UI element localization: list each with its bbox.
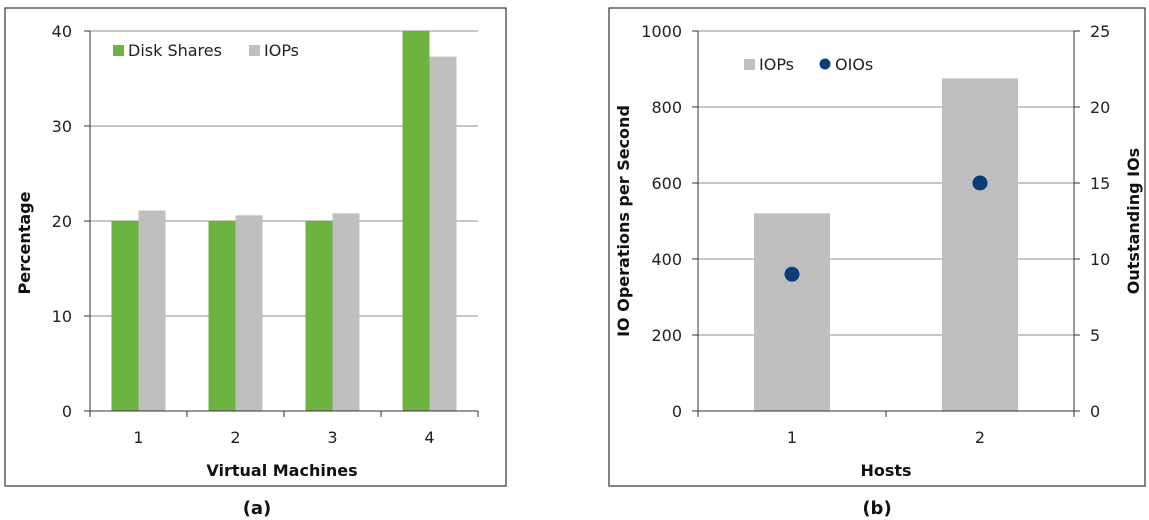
chart-b-right-y-tick-label: 20 [1090, 98, 1110, 117]
chart-a-legend-label-iops: IOPs [264, 41, 299, 60]
chart-a-bar-iops [429, 56, 457, 412]
chart-b-left-y-axis-title: IO Operations per Second [614, 105, 633, 337]
chart-a-caption: (a) [243, 498, 272, 519]
chart-a-y-tick-labels: 0 10 20 30 40 [52, 22, 72, 421]
chart-a-y-tick-label: 40 [52, 22, 72, 41]
chart-a-bar-disk-shares [305, 221, 333, 411]
chart-a-axes [84, 30, 479, 417]
chart-b-left-y-tick-label: 0 [672, 402, 682, 421]
chart-a-legend: Disk Shares IOPs [113, 41, 299, 60]
chart-b-left-y-tick-label: 400 [651, 250, 682, 269]
chart-b-frame [608, 7, 1146, 487]
chart-b-left-y-tick-label: 200 [651, 326, 682, 345]
chart-b-left-y-tick-labels: 0 200 400 600 800 1000 [641, 22, 682, 421]
chart-a-bar-disk-shares [208, 221, 236, 411]
chart-a-x-tick-label: 4 [424, 428, 434, 447]
chart-b-bar-iops [754, 213, 830, 411]
chart-a-bar-disk-shares [402, 31, 430, 411]
chart-b-right-y-tick-label: 25 [1090, 22, 1110, 41]
chart-b-right-y-tick-label: 10 [1090, 250, 1110, 269]
chart-b-legend-label-oios: OIOs [835, 55, 873, 74]
chart-a-x-tick-labels: 1 2 3 4 [133, 428, 434, 447]
chart-a-y-tick-label: 0 [62, 402, 72, 421]
chart-b-bars [754, 78, 1018, 411]
chart-a-bar-disk-shares [111, 221, 139, 411]
chart-a: 0 10 20 30 40 1 2 3 4 Virtual Machines Percenta… [4, 7, 507, 487]
chart-b-left-y-tick-label: 1000 [641, 22, 682, 41]
chart-b-right-y-tick-label: 5 [1090, 326, 1100, 345]
chart-a-legend-swatch-disk-shares [113, 45, 124, 56]
chart-b-legend-swatch-oios [819, 58, 831, 70]
chart-b-point-oios [784, 266, 800, 282]
chart-b-right-y-tick-label: 15 [1090, 174, 1110, 193]
chart-a-y-tick-label: 30 [52, 117, 72, 136]
chart-b-point-oios [972, 175, 988, 191]
chart-b-x-axis-title: Hosts [860, 461, 911, 480]
chart-b-axes [692, 30, 1080, 417]
chart-a-x-tick-label: 3 [327, 428, 337, 447]
chart-a-legend-swatch-iops [249, 45, 260, 56]
chart-b-right-y-tick-labels: 0 5 10 15 20 25 [1090, 22, 1110, 421]
chart-b-left-y-tick-label: 600 [651, 174, 682, 193]
chart-a-bar-iops [235, 215, 263, 411]
chart-a-legend-label-disk-shares: Disk Shares [128, 41, 222, 60]
chart-a-x-tick-label: 1 [133, 428, 143, 447]
chart-b-legend: IOPs OIOs [744, 55, 873, 74]
chart-b-left-y-tick-label: 800 [651, 98, 682, 117]
chart-a-frame [4, 7, 507, 487]
chart-a-y-axis-title: Percentage [15, 191, 34, 294]
chart-b-bar-iops [942, 78, 1018, 411]
chart-b-legend-label-iops: IOPs [759, 55, 794, 74]
chart-b-legend-swatch-iops [744, 59, 755, 70]
chart-b-right-y-tick-label: 0 [1090, 402, 1100, 421]
chart-a-bars [111, 31, 457, 412]
chart-b-x-tick-label: 2 [975, 428, 985, 447]
chart-b-x-tick-label: 1 [787, 428, 797, 447]
chart-b-caption: (b) [862, 498, 891, 519]
chart-a-x-tick-label: 2 [230, 428, 240, 447]
chart-b-points [784, 175, 988, 282]
chart-a-bar-iops [332, 213, 360, 411]
chart-a-y-tick-label: 20 [52, 212, 72, 231]
chart-a-x-axis-title: Virtual Machines [206, 461, 357, 480]
chart-a-bar-iops [138, 210, 166, 411]
chart-a-y-tick-label: 10 [52, 307, 72, 326]
chart-b-right-y-axis-title: Outstanding IOs [1124, 148, 1143, 294]
